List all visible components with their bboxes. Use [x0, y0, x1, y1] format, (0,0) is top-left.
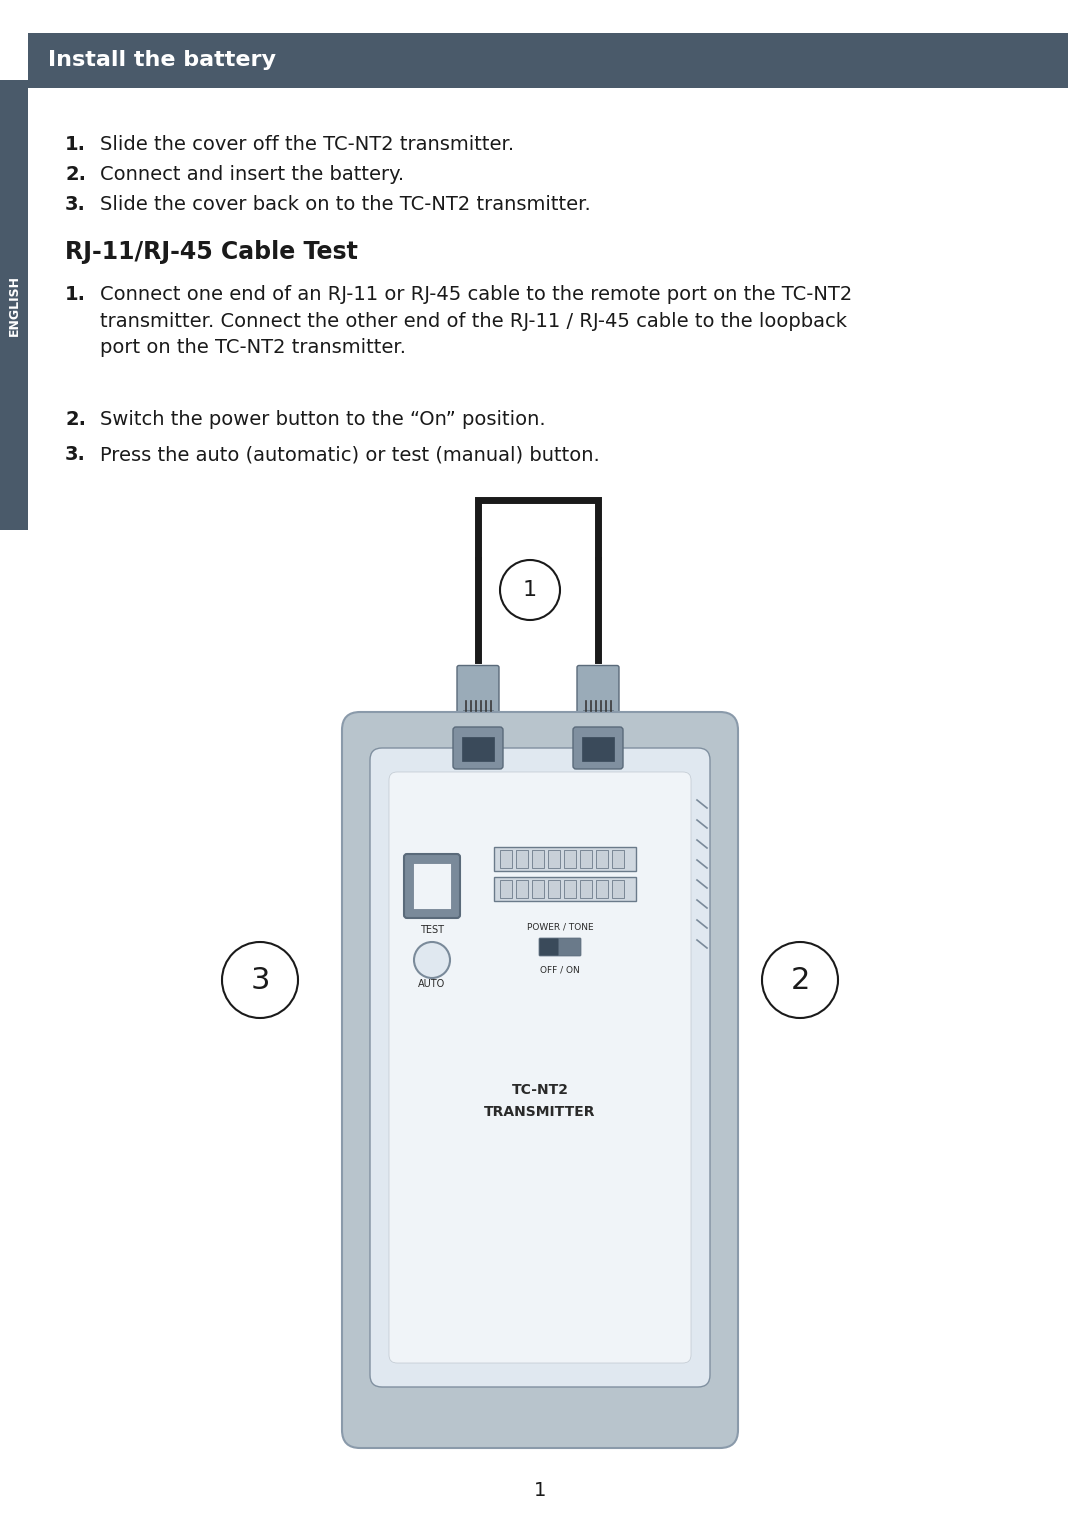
Text: 1: 1	[523, 581, 537, 600]
Bar	[596, 879, 608, 898]
Bar	[532, 850, 544, 869]
FancyBboxPatch shape	[28, 34, 1068, 88]
Text: Install the battery: Install the battery	[48, 50, 276, 70]
Bar	[500, 850, 512, 869]
Bar	[516, 850, 528, 869]
Text: 1.: 1.	[65, 136, 86, 154]
Text: 3.: 3.	[65, 445, 86, 463]
Bar	[532, 879, 544, 898]
Text: TRANSMITTER: TRANSMITTER	[484, 1105, 596, 1119]
Circle shape	[414, 942, 450, 978]
FancyBboxPatch shape	[453, 727, 503, 770]
Text: Press the auto (automatic) or test (manual) button.: Press the auto (automatic) or test (manu…	[100, 445, 599, 463]
Text: 3: 3	[251, 966, 270, 995]
Text: ENGLISH: ENGLISH	[8, 274, 21, 335]
FancyBboxPatch shape	[539, 937, 581, 956]
FancyBboxPatch shape	[577, 666, 619, 715]
Bar	[580, 850, 592, 869]
Text: 3.: 3.	[65, 195, 86, 213]
Text: 1: 1	[534, 1480, 546, 1500]
Bar	[564, 879, 576, 898]
FancyBboxPatch shape	[583, 710, 613, 721]
Text: 2.: 2.	[65, 410, 86, 428]
Bar	[548, 879, 561, 898]
FancyBboxPatch shape	[404, 853, 460, 917]
FancyBboxPatch shape	[342, 712, 738, 1448]
Text: 2: 2	[791, 966, 810, 995]
Text: TEST: TEST	[420, 925, 444, 936]
Text: Slide the cover off the TC-NT2 transmitter.: Slide the cover off the TC-NT2 transmitt…	[100, 136, 514, 154]
FancyBboxPatch shape	[370, 748, 710, 1387]
Bar	[596, 850, 608, 869]
Text: POWER / TONE: POWER / TONE	[527, 922, 593, 931]
FancyBboxPatch shape	[389, 773, 691, 1362]
FancyBboxPatch shape	[462, 738, 494, 760]
Text: Connect one end of an RJ-11 or RJ-45 cable to the remote port on the TC-NT2
tran: Connect one end of an RJ-11 or RJ-45 cab…	[100, 285, 852, 357]
Text: 1.: 1.	[65, 285, 86, 303]
Bar	[580, 879, 592, 898]
Text: Switch the power button to the “On” position.: Switch the power button to the “On” posi…	[100, 410, 545, 428]
Text: 2.: 2.	[65, 165, 86, 184]
FancyBboxPatch shape	[494, 847, 636, 872]
Text: TC-NT2: TC-NT2	[512, 1084, 568, 1097]
Text: RJ-11/RJ-45 Cable Test: RJ-11/RJ-45 Cable Test	[65, 239, 357, 264]
FancyBboxPatch shape	[463, 710, 492, 721]
Text: AUTO: AUTO	[418, 978, 446, 989]
Text: Connect and insert the battery.: Connect and insert the battery.	[100, 165, 404, 184]
Bar	[612, 879, 624, 898]
Bar	[612, 850, 624, 869]
FancyBboxPatch shape	[0, 79, 28, 530]
FancyBboxPatch shape	[457, 666, 499, 715]
Bar	[548, 850, 561, 869]
FancyBboxPatch shape	[413, 863, 451, 908]
FancyBboxPatch shape	[494, 876, 636, 901]
Bar	[564, 850, 576, 869]
Text: OFF / ON: OFF / ON	[540, 966, 580, 974]
Bar	[516, 879, 528, 898]
FancyBboxPatch shape	[540, 939, 558, 956]
Bar	[500, 879, 512, 898]
Text: Slide the cover back on to the TC-NT2 transmitter.: Slide the cover back on to the TC-NT2 tr…	[100, 195, 591, 213]
FancyBboxPatch shape	[573, 727, 623, 770]
FancyBboxPatch shape	[582, 738, 615, 760]
